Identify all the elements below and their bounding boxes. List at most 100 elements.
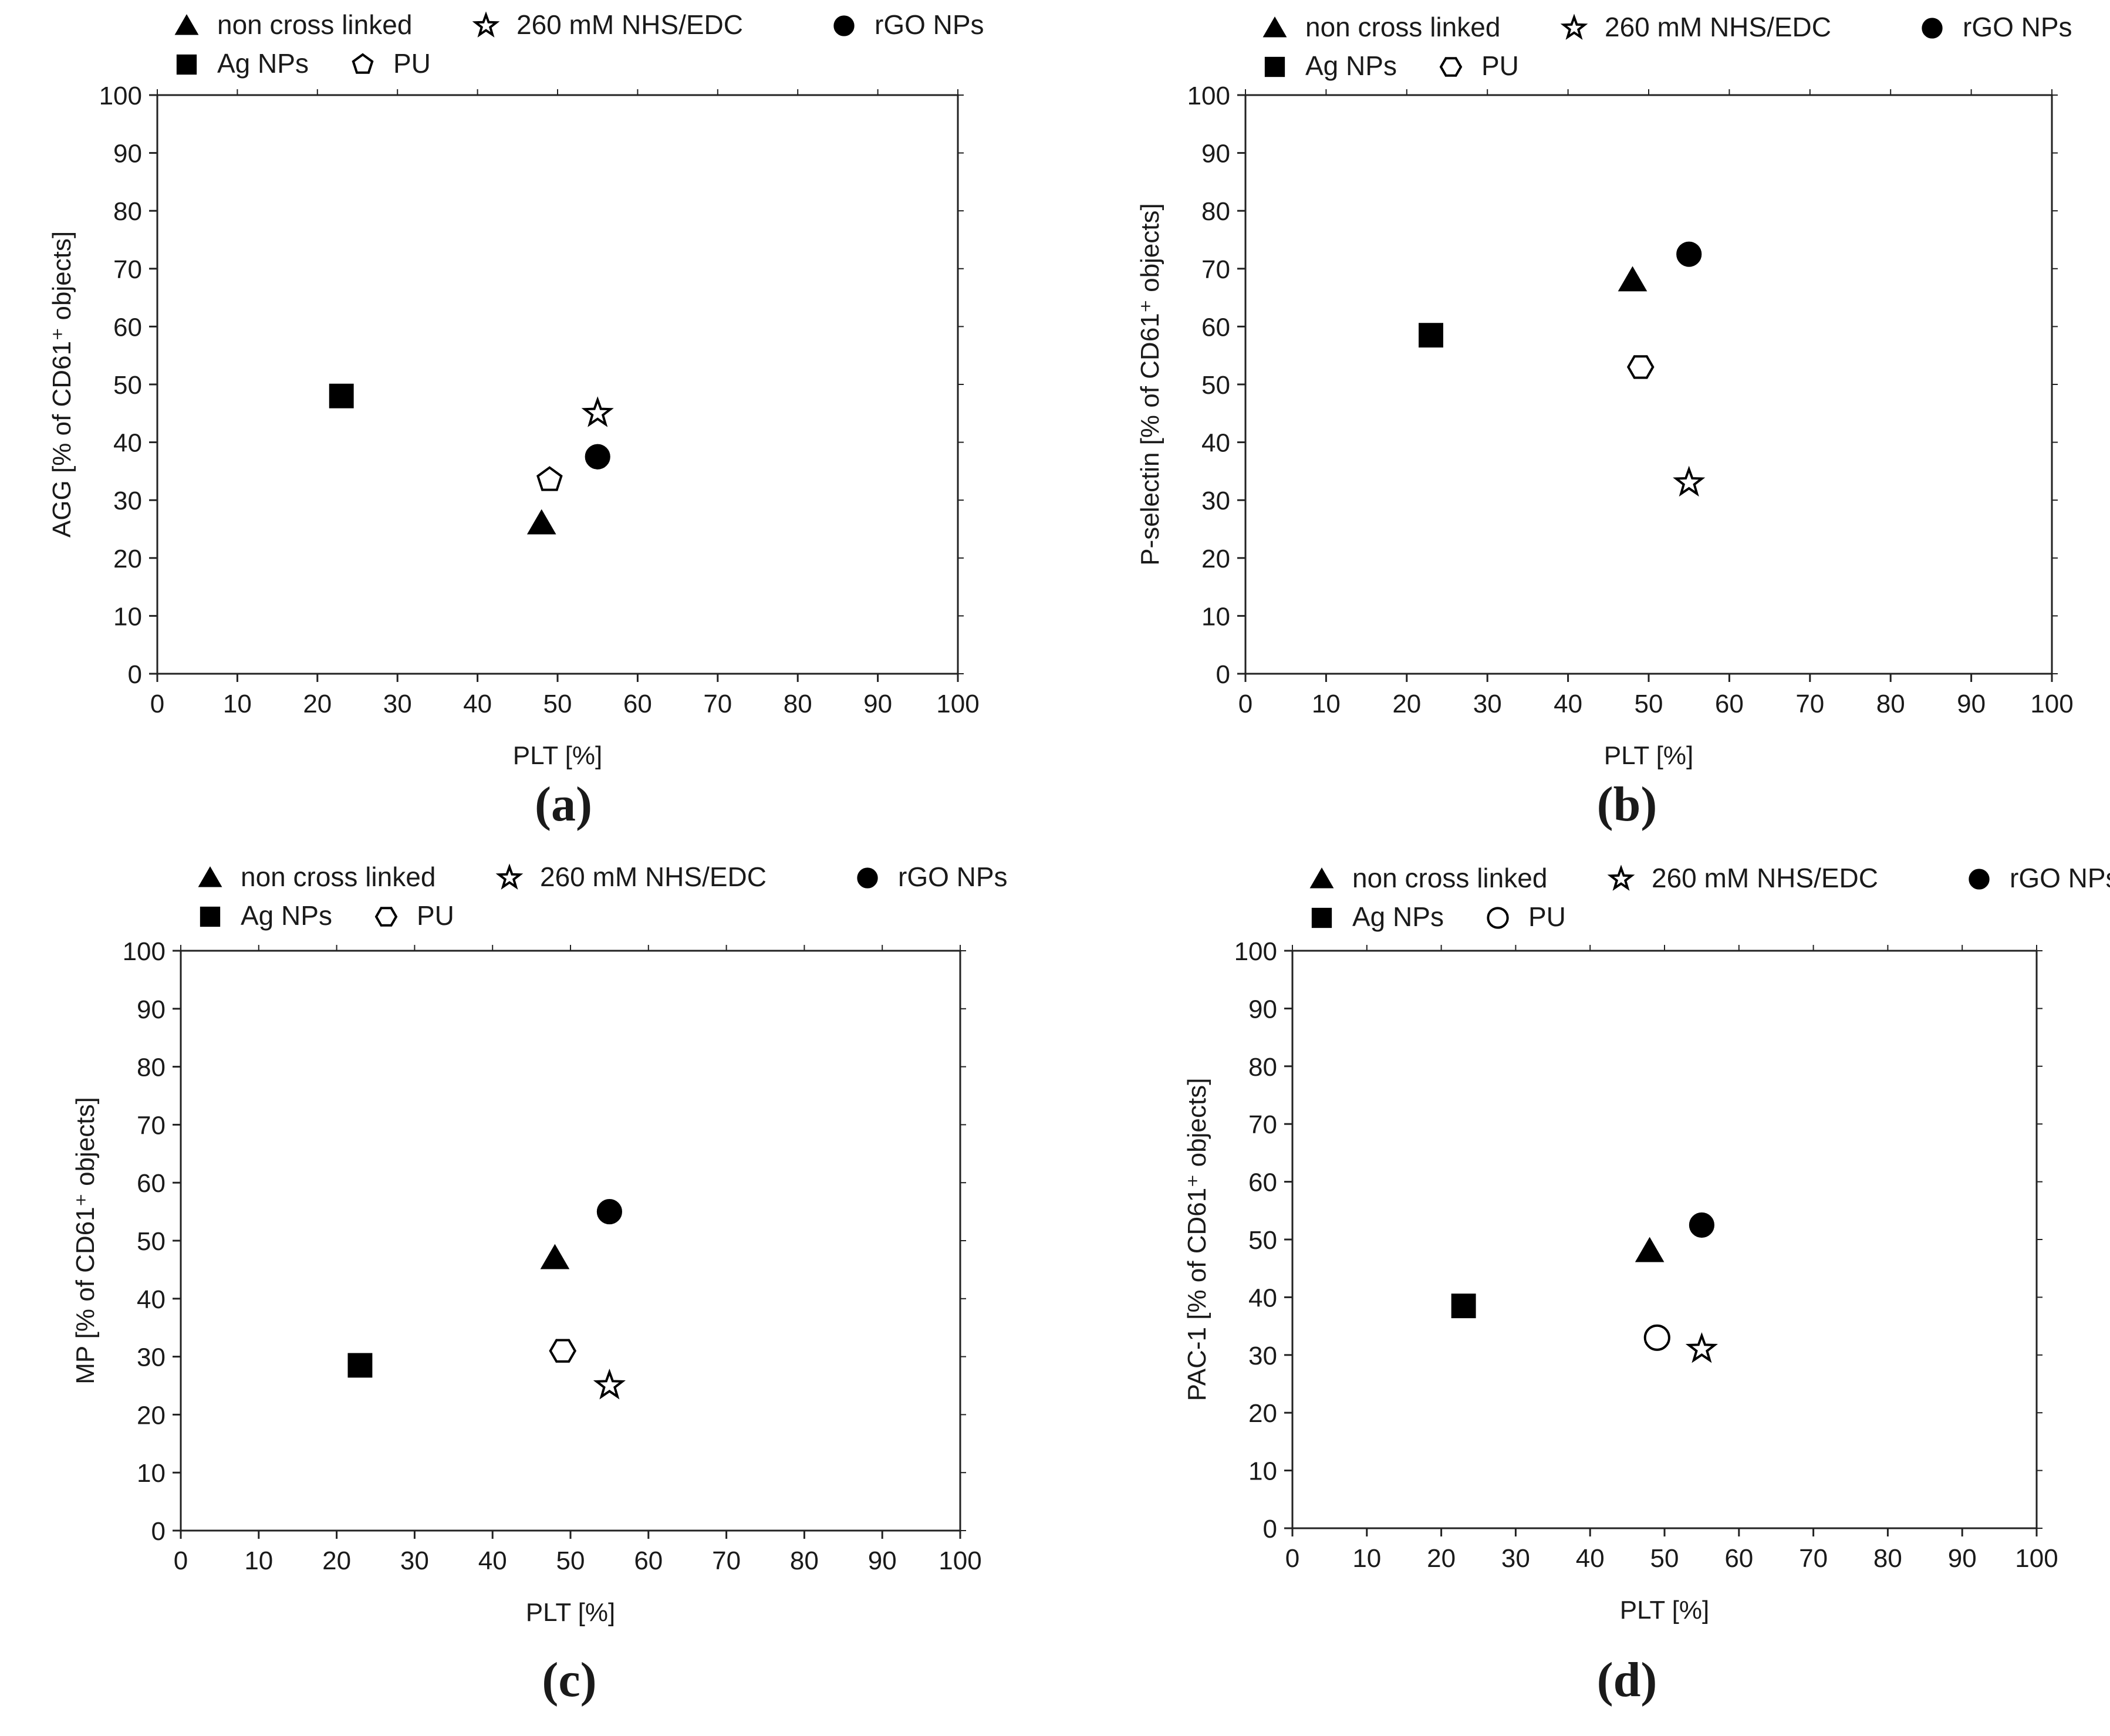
y-tick-label: 40 (1248, 1284, 1277, 1312)
y-tick-label: 90 (1248, 995, 1277, 1024)
panel-label: (c) (542, 1653, 596, 1707)
y-axis-title: P-selectin [% of CD61⁺ objects] (1136, 203, 1164, 565)
legend-marker-non-cross-linked (1262, 16, 1287, 38)
y-tick-label: 10 (137, 1459, 166, 1488)
x-tick-label: 70 (712, 1546, 741, 1575)
x-tick-label: 40 (1554, 690, 1582, 718)
legend-marker-rgo-nps (857, 867, 878, 889)
legend-label: 260 mM NHS/EDC (1652, 863, 1878, 893)
x-tick-label: 90 (863, 690, 892, 718)
x-tick-label: 70 (703, 690, 732, 718)
x-tick-label: 100 (2015, 1544, 2058, 1573)
y-tick-label: 50 (113, 371, 142, 400)
x-tick-label: 50 (556, 1546, 585, 1575)
legend-marker-rgo-nps (1969, 869, 1990, 890)
plot-frame (1291, 950, 2038, 1529)
plot-frame (156, 94, 959, 675)
y-tick-label: 60 (1248, 1168, 1277, 1197)
plot-frame (1244, 94, 2053, 675)
y-tick-label: 90 (1201, 140, 1230, 168)
legend-label: Ag NPs (1352, 901, 1444, 932)
legend-label: 260 mM NHS/EDC (516, 9, 743, 40)
x-tick-label: 30 (400, 1546, 429, 1575)
y-tick-label: 40 (113, 429, 142, 458)
y-axis-title: MP [% of CD61⁺ objects] (71, 1097, 100, 1384)
legend-label: Ag NPs (241, 900, 332, 931)
x-tick-label: 80 (1876, 690, 1905, 718)
y-tick-label: 20 (1248, 1399, 1277, 1428)
x-tick-label: 80 (1873, 1544, 1902, 1573)
x-tick-label: 90 (1948, 1544, 1977, 1573)
legend-marker-rgo-nps (1922, 18, 1943, 39)
chart-panel-2: 0 10 20 30 40 50 60 70 80 90 100 0 10 20 30 40 50 60 70 80 9… (1136, 12, 2074, 832)
legend-marker-ag-nps (176, 54, 197, 75)
legend-label: rGO NPs (1963, 12, 2072, 42)
data-point-ag-nps (347, 1353, 373, 1378)
x-tick-label: 20 (303, 690, 332, 718)
y-tick-label: 100 (1234, 937, 1277, 966)
panel-label: (a) (535, 777, 592, 832)
legend-marker-pu (1487, 907, 1509, 929)
x-tick-label: 60 (1715, 690, 1744, 718)
x-tick-label: 90 (1957, 690, 1986, 718)
y-tick-label: 90 (137, 995, 166, 1024)
x-tick-label: 50 (1650, 1544, 1679, 1573)
x-tick-label: 10 (1352, 1544, 1381, 1573)
y-tick-label: 10 (1201, 602, 1230, 631)
data-point-pu (549, 1339, 577, 1363)
x-tick-label: 40 (478, 1546, 507, 1575)
data-point-260-mm-nhs-edc (593, 1368, 626, 1400)
y-tick-label: 100 (99, 82, 142, 110)
y-tick-label: 20 (1201, 545, 1230, 573)
x-tick-label: 20 (322, 1546, 351, 1575)
legend-label: PU (1528, 901, 1566, 932)
y-tick-label: 0 (1216, 660, 1230, 689)
x-tick-label: 80 (790, 1546, 819, 1575)
y-tick-label: 10 (1248, 1457, 1277, 1486)
chart-panel-3: 0 10 20 30 40 50 60 70 80 90 100 0 10 20 30 40 50 60 70 80 9… (71, 862, 1008, 1707)
y-tick-label: 90 (113, 140, 142, 168)
y-tick-label: 70 (113, 255, 142, 284)
legend-label: non cross linked (1305, 12, 1500, 42)
legend: non cross linked 260 mM NHS/EDC rGO NPs Ag … (1262, 12, 2072, 81)
legend-marker-260-mm-nhs-edc (1560, 13, 1588, 40)
x-axis-title: PLT [%] (526, 1598, 615, 1627)
legend-marker-260-mm-nhs-edc (495, 863, 524, 890)
x-tick-label: 40 (1576, 1544, 1605, 1573)
data-point-non-cross-linked (1635, 1237, 1665, 1262)
data-point-rgo-nps (1676, 241, 1702, 267)
data-point-non-cross-linked (1618, 266, 1648, 292)
y-tick-label: 40 (137, 1285, 166, 1314)
legend: non cross linked 260 mM NHS/EDC rGO NPs Ag … (198, 862, 1008, 931)
y-tick-label: 70 (137, 1111, 166, 1140)
y-tick-label: 60 (137, 1169, 166, 1198)
legend-marker-rgo-nps (833, 15, 855, 36)
legend-marker-pu (374, 907, 398, 927)
data-point-260-mm-nhs-edc (1685, 1332, 1718, 1363)
legend-marker-ag-nps (1264, 56, 1285, 77)
legend-label: PU (417, 900, 454, 931)
x-tick-label: 100 (936, 690, 979, 718)
data-point-rgo-nps (1689, 1212, 1714, 1238)
legend-label: rGO NPs (875, 9, 984, 40)
x-tick-label: 20 (1427, 1544, 1456, 1573)
data-point-ag-nps (1451, 1293, 1476, 1319)
y-tick-label: 60 (113, 313, 142, 342)
y-tick-label: 100 (123, 937, 166, 966)
legend: non cross linked 260 mM NHS/EDC rGO NPs Ag … (174, 9, 984, 79)
x-tick-label: 0 (1285, 1544, 1299, 1573)
legend-marker-260-mm-nhs-edc (472, 11, 500, 38)
x-tick-label: 0 (174, 1546, 188, 1575)
legend-marker-ag-nps (200, 906, 221, 927)
legend-label: rGO NPs (2010, 863, 2110, 893)
x-tick-label: 60 (634, 1546, 663, 1575)
data-point-pu (1643, 1324, 1670, 1351)
y-tick-label: 30 (113, 487, 142, 515)
y-tick-label: 30 (137, 1343, 166, 1372)
x-tick-label: 50 (1635, 690, 1663, 718)
y-tick-label: 70 (1201, 255, 1230, 284)
legend-label: rGO NPs (898, 862, 1008, 892)
legend-label: non cross linked (1352, 863, 1547, 893)
x-tick-label: 60 (1724, 1544, 1753, 1573)
data-point-rgo-nps (596, 1199, 622, 1225)
